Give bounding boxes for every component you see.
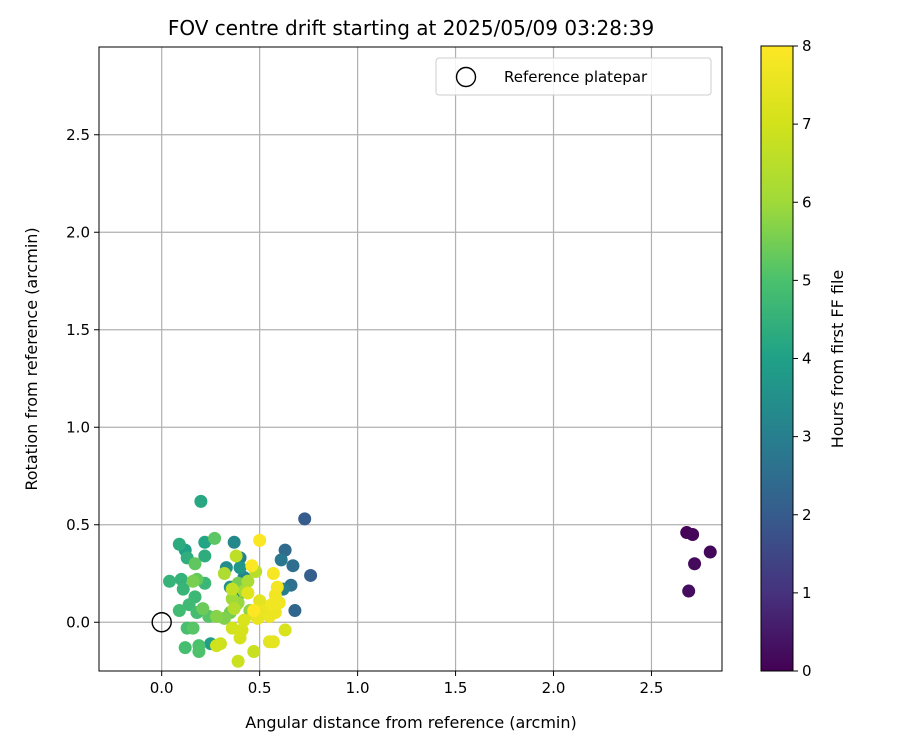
x-tick-label: 2.0 [542, 679, 566, 697]
legend-reference-marker [455, 66, 477, 88]
data-points [163, 494, 717, 668]
y-axis-ticks: 0.0 0.5 1.0 1.5 2.0 2.5 [66, 126, 99, 631]
data-point [227, 602, 241, 616]
y-tick-label: 2.0 [66, 223, 90, 241]
y-tick-label: 0.5 [66, 516, 90, 534]
data-point [217, 567, 231, 580]
data-point [198, 535, 212, 549]
colorbar-tick-label: 1 [802, 584, 812, 602]
data-point [172, 604, 186, 618]
x-tick-label: 0.5 [248, 679, 272, 697]
legend-label-reference: Reference platepar [504, 68, 648, 86]
data-point [703, 545, 717, 559]
data-point [286, 559, 300, 573]
data-point [163, 574, 177, 588]
data-point [686, 528, 700, 541]
legend: Reference platepar [435, 57, 712, 96]
data-point [241, 574, 255, 588]
data-point [270, 580, 284, 594]
colorbar-tick-label: 4 [802, 350, 812, 368]
data-point [178, 641, 192, 655]
chart-title: FOV centre drift starting at 2025/05/09 … [168, 16, 654, 40]
colorbar-tick-label: 5 [802, 271, 812, 289]
data-point [288, 604, 302, 618]
data-point [172, 537, 186, 551]
data-point [247, 604, 261, 618]
colorbar-tick-label: 6 [802, 193, 812, 211]
data-point [233, 561, 247, 575]
colorbar-title: Hours from first FF file [828, 270, 847, 449]
colorbar-tick-label: 3 [802, 428, 812, 446]
data-point [174, 572, 188, 586]
data-point [247, 645, 261, 658]
data-point [208, 531, 222, 545]
y-tick-label: 2.5 [66, 126, 90, 144]
data-point [253, 594, 267, 608]
data-point [304, 568, 318, 582]
data-point [682, 584, 696, 598]
data-point [194, 494, 208, 508]
data-point [225, 621, 239, 635]
data-point [278, 623, 292, 637]
data-point [210, 609, 224, 623]
x-axis-ticks: 0.0 0.5 1.0 1.5 2.0 2.5 [150, 671, 664, 697]
data-point [298, 512, 312, 526]
y-tick-label: 1.0 [66, 418, 90, 436]
data-point [196, 602, 210, 616]
data-point [225, 582, 239, 596]
grid-lines [99, 47, 722, 671]
data-point [229, 549, 243, 563]
legend-box [435, 57, 712, 96]
reference-platepar-marker [151, 612, 172, 633]
plot-frame [98, 46, 723, 672]
data-point [186, 621, 200, 635]
data-point [188, 557, 202, 571]
data-point [192, 645, 206, 658]
data-point [198, 549, 212, 563]
x-tick-label: 2.5 [640, 679, 664, 697]
data-point [186, 574, 200, 588]
y-axis-title: Rotation from reference (arcmin) [22, 227, 41, 490]
colorbar-tick-label: 8 [802, 37, 812, 55]
data-point [225, 592, 239, 606]
data-point [241, 586, 255, 600]
x-tick-label: 1.5 [444, 679, 468, 697]
data-point [253, 533, 267, 547]
y-tick-label: 1.5 [66, 321, 90, 339]
reference-layer [151, 612, 172, 633]
data-point [235, 623, 249, 637]
colorbar-tick-label: 7 [802, 115, 812, 133]
y-tick-label: 0.0 [66, 613, 90, 631]
data-point [237, 613, 251, 627]
data-point [266, 567, 280, 580]
colorbar [760, 45, 794, 672]
data-point [210, 639, 224, 653]
colorbar-tick-label: 0 [802, 662, 812, 680]
data-point [278, 543, 292, 557]
x-tick-label: 0.0 [150, 679, 174, 697]
data-point [176, 582, 190, 596]
data-point [227, 535, 241, 549]
data-point [688, 557, 702, 571]
data-point [266, 635, 280, 649]
colorbar-ticks: 0 1 2 3 4 5 6 7 8 [793, 37, 812, 680]
x-axis-title: Angular distance from reference (arcmin) [245, 713, 576, 732]
data-point [274, 553, 288, 567]
data-point [231, 654, 245, 668]
data-point [245, 559, 259, 573]
colorbar-tick-label: 2 [802, 506, 812, 524]
x-tick-label: 1.0 [346, 679, 370, 697]
